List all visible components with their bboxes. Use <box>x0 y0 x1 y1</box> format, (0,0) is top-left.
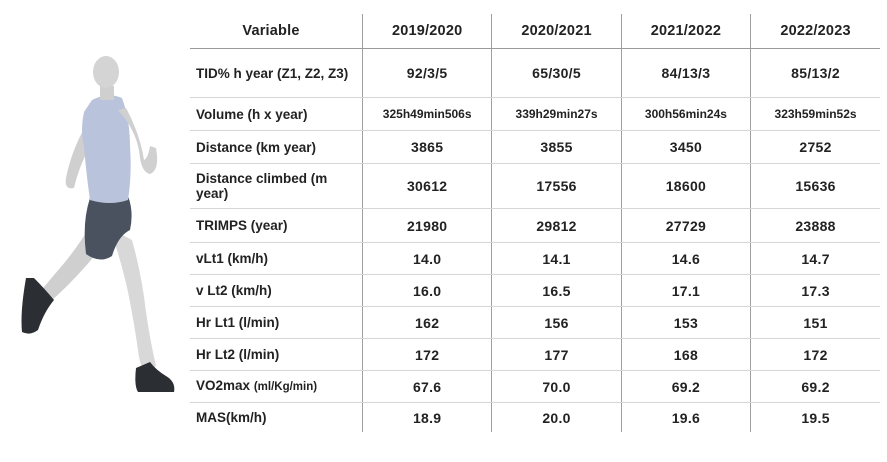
row-label: v Lt2 (km/h) <box>190 274 363 307</box>
cell-value: 172 <box>361 338 492 371</box>
cell-value: 3865 <box>361 130 492 164</box>
cell-value: 177 <box>491 338 622 371</box>
cell-value: 84/13/3 <box>620 48 751 98</box>
cell-value: 19.5 <box>750 402 880 432</box>
row-label: TID% h year (Z1, Z2, Z3) <box>190 48 363 98</box>
year-header-2020-2021: 2020/2021 <box>491 14 622 49</box>
table-row: TID% h year (Z1, Z2, Z3) 92/3/5 65/30/5 … <box>190 48 880 98</box>
cell-value: 65/30/5 <box>491 48 622 98</box>
cell-value: 15636 <box>750 163 880 209</box>
cell-value: 14.7 <box>750 242 880 275</box>
stats-table-container: Variable 2019/2020 2020/2021 2021/2022 2… <box>190 14 880 432</box>
table-row: vLt1 (km/h) 14.0 14.1 14.6 14.7 <box>190 242 880 275</box>
cell-value: 168 <box>620 338 751 371</box>
row-label-unit: (ml/Kg/min) <box>253 381 318 393</box>
table-row: Hr Lt1 (l/min) 162 156 153 151 <box>190 306 880 339</box>
cell-value: 151 <box>750 306 880 339</box>
cell-value: 2752 <box>750 130 880 164</box>
row-label: Distance (km year) <box>190 130 363 164</box>
cell-value: 27729 <box>620 208 751 243</box>
table-row: VO2max (ml/Kg/min) 67.6 70.0 69.2 69.2 <box>190 370 880 403</box>
table-row: Distance climbed (m year) 30612 17556 18… <box>190 163 880 209</box>
year-header-2019-2020: 2019/2020 <box>361 14 492 49</box>
table-row: Volume (h x year) 325h49min506s 339h29mi… <box>190 97 880 131</box>
cell-value: 21980 <box>361 208 492 243</box>
row-label: Volume (h x year) <box>190 97 363 131</box>
row-label: Hr Lt1 (l/min) <box>190 306 363 339</box>
cell-value: 3855 <box>491 130 622 164</box>
year-header-2022-2023: 2022/2023 <box>750 14 880 49</box>
cell-value: 17.1 <box>620 274 751 307</box>
cell-value: 30612 <box>361 163 492 209</box>
cell-value: 339h29min27s <box>491 97 622 131</box>
cell-value: 29812 <box>491 208 622 243</box>
cell-value: 300h56min24s <box>620 97 751 131</box>
variable-header: Variable <box>190 14 363 49</box>
row-label: VO2max (ml/Kg/min) <box>190 370 363 403</box>
row-label: MAS(km/h) <box>196 410 267 425</box>
row-label: vLt1 (km/h) <box>190 242 363 275</box>
cell-value: 156 <box>491 306 622 339</box>
cell-value: 20.0 <box>491 402 622 432</box>
cell-value: 17.3 <box>750 274 880 307</box>
stats-table: Variable 2019/2020 2020/2021 2021/2022 2… <box>190 14 880 432</box>
cell-value: 23888 <box>750 208 880 243</box>
table-row: Hr Lt2 (l/min) 172 177 168 172 <box>190 338 880 371</box>
cell-value: 17556 <box>491 163 622 209</box>
cell-value: 153 <box>620 306 751 339</box>
row-label: Hr Lt2 (l/min) <box>190 338 363 371</box>
cell-value: 3450 <box>620 130 751 164</box>
cell-value: 69.2 <box>750 370 880 403</box>
cell-value: 18.9 <box>361 402 492 432</box>
cell-value: 172 <box>750 338 880 371</box>
table-row: MAS(km/h) 18.9 20.0 19.6 19.5 <box>190 402 880 432</box>
runner-icon <box>21 56 175 392</box>
cell-value: 16.5 <box>491 274 622 307</box>
cell-value: 162 <box>361 306 492 339</box>
cell-value: 14.0 <box>361 242 492 275</box>
table-row: Distance (km year) 3865 3855 3450 2752 <box>190 130 880 164</box>
cell-value: 16.0 <box>361 274 492 307</box>
row-label: Distance climbed (m year) <box>190 163 363 209</box>
cell-value: 14.1 <box>491 242 622 275</box>
cell-value: 92/3/5 <box>361 48 492 98</box>
cell-value: 85/13/2 <box>750 48 880 98</box>
row-label-main: VO2max <box>196 378 251 393</box>
cell-value: 69.2 <box>620 370 751 403</box>
cell-value: 67.6 <box>361 370 492 403</box>
cell-value: 18600 <box>620 163 751 209</box>
row-label: TRIMPS (year) <box>190 208 363 243</box>
cell-value: 70.0 <box>491 370 622 403</box>
cell-value: 325h49min506s <box>361 97 492 131</box>
year-header-2021-2022: 2021/2022 <box>620 14 751 49</box>
cell-value: 19.6 <box>620 402 751 432</box>
table-row: TRIMPS (year) 21980 29812 27729 23888 <box>190 208 880 243</box>
table-row: v Lt2 (km/h) 16.0 16.5 17.1 17.3 <box>190 274 880 307</box>
cell-value: 14.6 <box>620 242 751 275</box>
cell-value: 323h59min52s <box>750 97 880 131</box>
table-header-row: Variable 2019/2020 2020/2021 2021/2022 2… <box>190 14 880 49</box>
